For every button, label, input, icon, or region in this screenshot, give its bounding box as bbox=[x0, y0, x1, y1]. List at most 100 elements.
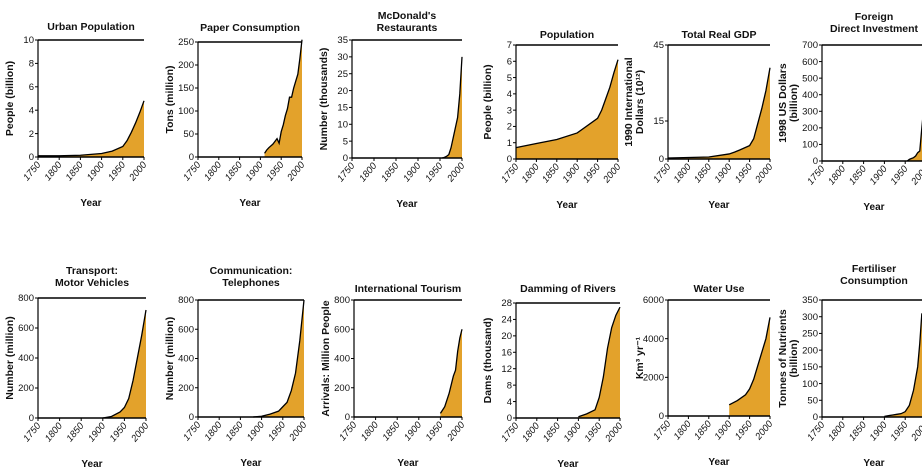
x-tick-label: 1900 bbox=[712, 161, 734, 185]
y-tick-label: 0 bbox=[659, 411, 664, 422]
chart-title: Motor Vehicles bbox=[55, 277, 129, 289]
x-tick-label: 1800 bbox=[202, 159, 224, 183]
x-tick-label: 1800 bbox=[202, 419, 224, 443]
x-tick-label: 1950 bbox=[423, 160, 445, 184]
chart-panel: 0 200 400 600 800 1750 1800 1850 1900 1950 2000 Yea… bbox=[4, 265, 152, 470]
y-axis-label: (billion) bbox=[788, 84, 800, 122]
y-tick-label: 100 bbox=[178, 106, 194, 117]
x-tick-label: 1750 bbox=[21, 159, 43, 183]
data-line bbox=[253, 299, 305, 418]
y-tick-label: 0 bbox=[29, 152, 34, 163]
y-axis-label: People (billion) bbox=[482, 64, 494, 139]
x-tick-label: 1750 bbox=[181, 159, 203, 183]
x-axis-label: Year bbox=[396, 199, 417, 210]
chart-panel: 0100200300400500600700175018001850190019… bbox=[777, 11, 922, 213]
y-tick-label: 800 bbox=[334, 295, 350, 306]
y-tick-label: 0 bbox=[507, 413, 512, 424]
y-tick-label: 0 bbox=[189, 412, 194, 423]
chart-title: Fertiliser bbox=[852, 263, 896, 275]
data-line bbox=[102, 309, 147, 419]
x-tick-label: 1850 bbox=[380, 419, 402, 443]
y-tick-label: 1 bbox=[507, 138, 512, 149]
chart-panel: 0 5 10 15 20 25 30 35 1750 1800 1850 1900 1950 2000 Ye… bbox=[318, 10, 468, 210]
y-tick-label: 25 bbox=[337, 69, 348, 80]
x-tick-label: 2000 bbox=[127, 159, 150, 184]
y-tick-label: 0 bbox=[29, 413, 34, 424]
y-tick-label: 800 bbox=[18, 293, 34, 304]
x-tick-label: 1850 bbox=[541, 420, 563, 444]
chart-title: McDonald's bbox=[378, 10, 437, 22]
y-axis-label: Number (thousands) bbox=[318, 48, 330, 151]
x-tick-label: 1900 bbox=[868, 419, 890, 443]
x-tick-label: 1850 bbox=[540, 161, 562, 185]
y-tick-label: 8 bbox=[507, 380, 512, 391]
y-tick-label: 100 bbox=[802, 140, 818, 151]
chart-title: Restaurants bbox=[377, 22, 438, 34]
data-area bbox=[578, 307, 620, 418]
y-tick-label: 5 bbox=[507, 73, 512, 84]
y-tick-label: 350 bbox=[802, 295, 818, 306]
x-tick-label: 1800 bbox=[672, 161, 694, 185]
chart-title: Foreign bbox=[855, 11, 894, 23]
y-axis-label: Km³ yr⁻¹ bbox=[634, 336, 646, 379]
y-tick-label: 4 bbox=[29, 105, 34, 116]
y-axis-label: Dams (thousand) bbox=[482, 318, 494, 404]
data-area bbox=[516, 59, 618, 159]
y-tick-label: 28 bbox=[501, 298, 512, 309]
x-axis-label: Year bbox=[397, 458, 418, 469]
x-tick-label: 1950 bbox=[264, 159, 286, 183]
chart-title: Direct Investment bbox=[830, 23, 919, 35]
x-tick-label: 1800 bbox=[520, 161, 542, 185]
x-tick-label: 2000 bbox=[909, 419, 922, 444]
x-tick-label: 2000 bbox=[603, 420, 626, 445]
data-area bbox=[253, 300, 304, 417]
x-tick-label: 1900 bbox=[562, 420, 584, 444]
y-tick-label: 6 bbox=[507, 56, 512, 67]
y-tick-label: 15 bbox=[337, 103, 348, 114]
x-tick-label: 2000 bbox=[601, 161, 624, 186]
y-tick-label: 0 bbox=[659, 154, 664, 165]
y-tick-label: 35 bbox=[337, 35, 348, 46]
x-tick-label: 1800 bbox=[826, 163, 848, 187]
x-axis-label: Year bbox=[708, 200, 729, 211]
x-tick-label: 1850 bbox=[223, 159, 245, 183]
chart-panel: 0 200 400 600 800 1750 1800 1850 1900 1950 2000 Yea… bbox=[320, 283, 468, 469]
chart-title: Telephones bbox=[222, 277, 280, 289]
y-axis-label: Tonnes of Nutrients bbox=[777, 309, 789, 408]
x-tick-label: 1950 bbox=[581, 161, 603, 185]
chart-panel: 0 2 4 6 8 10 1750 1800 1850 1900 1950 2000 Year Urban… bbox=[4, 21, 150, 209]
x-tick-label: 1800 bbox=[43, 420, 65, 444]
y-tick-label: 800 bbox=[178, 295, 194, 306]
y-tick-label: 0 bbox=[345, 412, 350, 423]
x-tick-label: 1950 bbox=[733, 418, 755, 442]
chart-panel: 0 200 400 600 800 1750 1800 1850 1900 1950 2000 Yea… bbox=[164, 265, 310, 469]
x-tick-label: 1900 bbox=[245, 419, 267, 443]
x-tick-label: 2000 bbox=[285, 159, 308, 184]
x-axis-label: Year bbox=[557, 459, 578, 470]
y-tick-label: 5 bbox=[343, 136, 348, 147]
data-line bbox=[38, 100, 145, 157]
x-tick-label: 1850 bbox=[64, 420, 86, 444]
x-axis-label: Year bbox=[240, 458, 261, 469]
chart-panel: 0 50 100 150 200 250 300 350 1750180018501900195… bbox=[777, 263, 922, 469]
x-tick-label: 1850 bbox=[379, 160, 401, 184]
y-tick-label: 20 bbox=[501, 331, 512, 342]
x-tick-label: 1950 bbox=[733, 161, 755, 185]
x-tick-label: 1750 bbox=[499, 420, 521, 444]
data-area bbox=[884, 313, 922, 417]
y-tick-label: 200 bbox=[178, 383, 194, 394]
y-tick-label: 600 bbox=[802, 57, 818, 68]
y-tick-label: 0 bbox=[813, 156, 818, 167]
data-area bbox=[102, 310, 146, 418]
x-tick-label: 1750 bbox=[805, 419, 827, 443]
y-tick-label: 200 bbox=[18, 383, 34, 394]
x-tick-label: 1800 bbox=[520, 420, 542, 444]
y-tick-label: 400 bbox=[334, 354, 350, 365]
y-tick-label: 200 bbox=[178, 60, 194, 71]
x-tick-label: 2000 bbox=[129, 420, 152, 445]
y-tick-label: 0 bbox=[189, 152, 194, 163]
y-tick-label: 30 bbox=[337, 52, 348, 63]
